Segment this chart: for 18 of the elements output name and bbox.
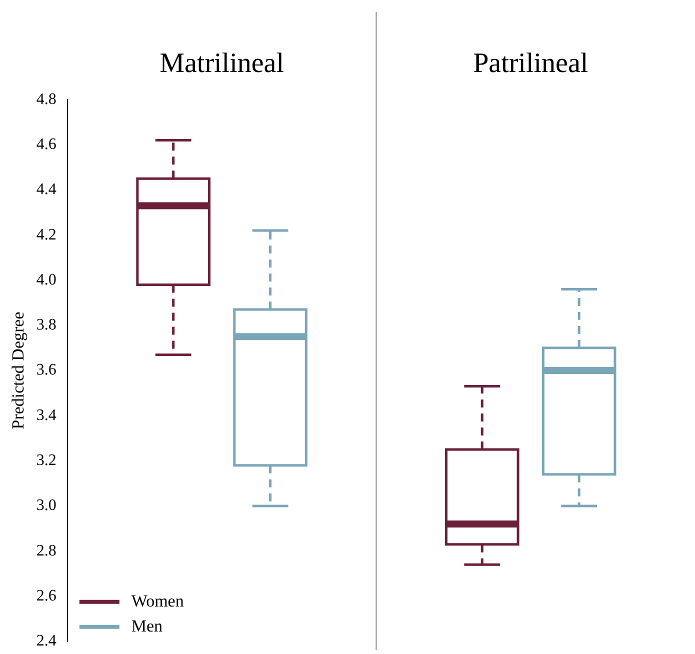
y-tick-label: 3.6 bbox=[36, 362, 56, 379]
y-tick-label: 3.2 bbox=[36, 452, 56, 470]
y-tick-label: 2.6 bbox=[36, 587, 56, 604]
y-tick-label: 2.8 bbox=[36, 542, 56, 560]
y-tick-label: 4.0 bbox=[36, 271, 56, 288]
y-tick-label: 2.4 bbox=[36, 632, 56, 650]
y-tick-label: 4.6 bbox=[36, 136, 56, 153]
y-axis-title: Predicted Degree bbox=[8, 312, 28, 430]
legend-label: Men bbox=[131, 616, 164, 636]
y-tick-label: 4.2 bbox=[36, 226, 56, 244]
y-tick-label: 3.0 bbox=[36, 497, 56, 514]
y-tick-label: 4.4 bbox=[36, 181, 56, 198]
legend-label: Women bbox=[131, 591, 184, 610]
y-tick-label: 3.8 bbox=[36, 316, 56, 334]
x-tick-label: Patrilineal bbox=[473, 48, 588, 80]
x-tick-label: Matrilineal bbox=[160, 48, 284, 80]
y-tick-label: 4.8 bbox=[36, 90, 56, 108]
y-tick-label: 3.4 bbox=[36, 406, 56, 424]
